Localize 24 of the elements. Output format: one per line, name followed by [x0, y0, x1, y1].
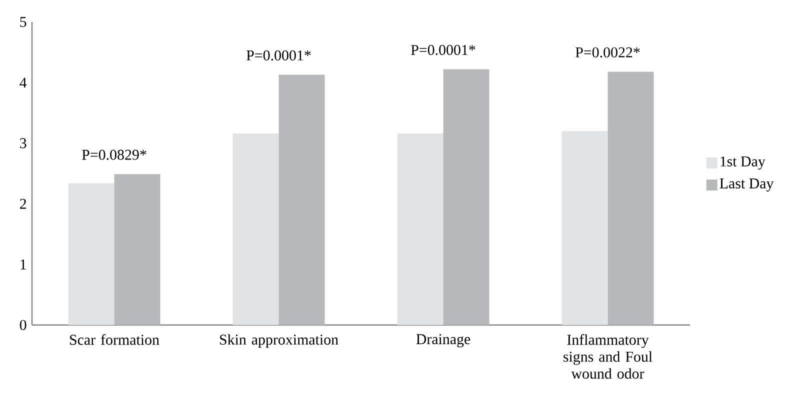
- x-tick-label: Drainage: [416, 334, 470, 348]
- x-tick-label: Inflammatory signs and Foul wound odor: [564, 334, 652, 379]
- legend-label: Last Day: [720, 178, 774, 192]
- bar: [114, 174, 160, 325]
- bar: [68, 183, 114, 325]
- annotation: P=0.0001*: [246, 50, 311, 61]
- y-tick-label: 2: [20, 198, 26, 209]
- annotation: P=0.0022*: [576, 47, 640, 58]
- annotation: P=0.0829*: [82, 150, 146, 160]
- x-tick-label: Scar formation: [70, 334, 160, 345]
- annotation: P=0.0001*: [411, 44, 476, 56]
- bar: [562, 131, 608, 325]
- bar: [608, 72, 654, 325]
- legend-label: 1st Day: [720, 156, 766, 170]
- x-tick-label: Skin approximation: [220, 334, 338, 348]
- y-tick-label: 1: [20, 259, 26, 270]
- y-tick-label: 5: [20, 17, 26, 27]
- bar: [232, 134, 279, 325]
- bar: [443, 69, 490, 325]
- y-tick-label: 3: [20, 138, 26, 148]
- y-tick-label: 4: [20, 78, 27, 88]
- bar: [278, 74, 325, 325]
- bar: [397, 134, 444, 325]
- y-tick-label: 0: [20, 320, 26, 330]
